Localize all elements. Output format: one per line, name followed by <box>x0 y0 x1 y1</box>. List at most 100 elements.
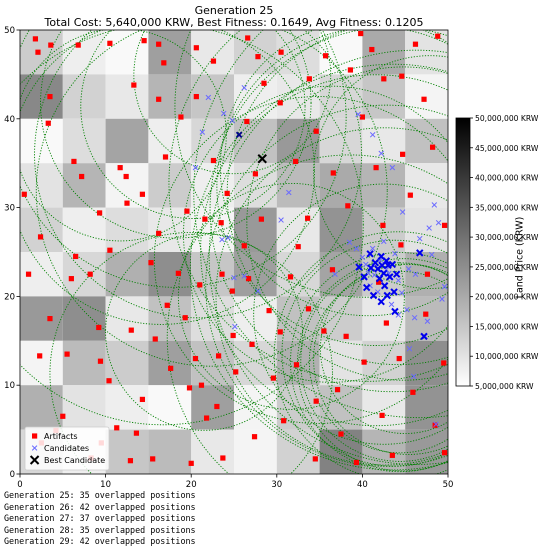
artifact-marker <box>258 216 264 222</box>
colorbar-scale <box>455 117 471 387</box>
heatmap-cell <box>234 207 277 252</box>
artifact-marker <box>107 247 113 253</box>
artifact-marker <box>343 333 349 339</box>
artifact-marker <box>261 80 267 86</box>
heatmap-cell <box>234 74 277 119</box>
coverage-circle <box>219 30 448 317</box>
artifact-marker <box>215 353 222 359</box>
artifact-marker <box>435 33 441 39</box>
colorbar-tick-label: 35,000,000 KRW <box>475 203 539 212</box>
artifact-marker <box>198 382 205 388</box>
heatmap-cell <box>105 74 149 119</box>
artifact-marker <box>218 220 224 226</box>
candidate-marker <box>399 209 406 215</box>
artifact-marker <box>321 328 327 334</box>
candidate-marker <box>278 217 284 223</box>
chart-title: Generation 25 <box>194 4 274 17</box>
candidate-marker <box>220 110 227 117</box>
coverage-circle <box>133 30 332 175</box>
axis-ticks: 0 10 20 30 40 50 0 10 20 30 40 50 <box>4 26 453 490</box>
heatmap-cell <box>20 296 63 341</box>
heatmap-cell <box>20 207 63 252</box>
artifact-marker <box>197 282 203 288</box>
artifact-marker <box>441 450 448 456</box>
artifact-marker <box>25 271 32 277</box>
candidate-marker <box>369 291 378 300</box>
artifact-marker <box>139 396 146 403</box>
artifact-points <box>21 30 448 466</box>
artifact-marker <box>133 430 140 436</box>
candidate-marker <box>426 225 432 231</box>
artifact-marker <box>48 42 54 48</box>
coverage-circle <box>320 263 448 434</box>
artifact-marker <box>338 431 344 437</box>
artifact-marker <box>156 41 162 47</box>
artifact-marker <box>278 49 284 55</box>
candidate-marker <box>383 291 391 300</box>
artifact-marker <box>73 253 79 260</box>
best-candidate-marker <box>235 131 243 139</box>
y-tick-label: 50 <box>4 26 15 36</box>
legend-label: Artifacts <box>44 432 78 441</box>
artifact-marker <box>306 76 312 82</box>
artifact-marker <box>252 171 258 177</box>
artifact-marker <box>96 324 102 331</box>
coverage-circle <box>215 127 448 466</box>
candidate-marker <box>388 260 397 269</box>
candidate-marker <box>439 296 445 302</box>
artifact-marker <box>421 96 427 102</box>
heatmap-cell <box>191 340 234 386</box>
heatmap-cell <box>234 163 277 208</box>
artifact-marker <box>220 455 226 461</box>
artifact-marker <box>107 40 113 46</box>
coverage-circle <box>189 63 448 471</box>
candidate-marker <box>420 332 428 341</box>
artifact-marker <box>334 387 341 393</box>
x-tick-label: 50 <box>443 480 454 490</box>
candidate-points <box>192 84 448 428</box>
coverage-circle <box>177 182 405 410</box>
artifact-marker <box>244 118 250 125</box>
heatmap-cell <box>362 74 406 119</box>
artifact-marker <box>380 222 386 228</box>
coverage-circle <box>20 30 364 426</box>
legend-label: Candidates <box>44 444 89 453</box>
artifact-marker <box>214 403 220 410</box>
colorbar-tick-label: 15,000,000 KRW <box>475 322 539 331</box>
artifact-marker <box>345 203 351 209</box>
heatmap-cell <box>362 429 406 474</box>
artifact-marker <box>230 332 236 339</box>
artifact-marker <box>87 271 93 277</box>
candidate-marker <box>392 270 401 278</box>
candidate-marker <box>353 245 360 252</box>
x-tick-label: 0 <box>17 480 22 490</box>
artifact-marker <box>407 192 413 198</box>
candidate-marker <box>286 189 292 196</box>
colorbar-tick-label: 10,000,000 KRW <box>475 352 539 361</box>
candidate-marker <box>229 117 236 124</box>
candidate-marker <box>380 269 388 278</box>
artifact-marker <box>293 362 300 368</box>
heatmap-cell <box>20 30 63 75</box>
candidate-marker <box>241 84 248 91</box>
artifact-marker <box>131 82 137 88</box>
artifact-marker <box>186 385 193 391</box>
log-line: Generation 29: 42 overlapped positions <box>4 536 196 547</box>
artifact-marker <box>35 49 41 55</box>
heatmap-cell <box>105 30 149 75</box>
heatmap-cell <box>20 340 63 386</box>
artifact-marker <box>37 353 43 359</box>
candidate-marker <box>225 235 231 241</box>
artifact-marker <box>313 398 319 404</box>
colorbar-label: Land Price (KRW) <box>514 216 526 299</box>
y-tick-label: 30 <box>4 204 15 214</box>
chart-subtitle: Total Cost: 5,640,000 KRW, Best Fitness:… <box>44 16 424 29</box>
heatmap-cell <box>62 163 106 208</box>
artifact-marker <box>255 54 261 60</box>
candidate-marker <box>377 298 385 306</box>
candidate-marker <box>205 94 212 101</box>
heatmap-cell <box>105 296 149 341</box>
coverage-circle <box>200 74 448 427</box>
heatmap-cell <box>191 30 234 75</box>
heatmap-cell <box>62 296 106 341</box>
